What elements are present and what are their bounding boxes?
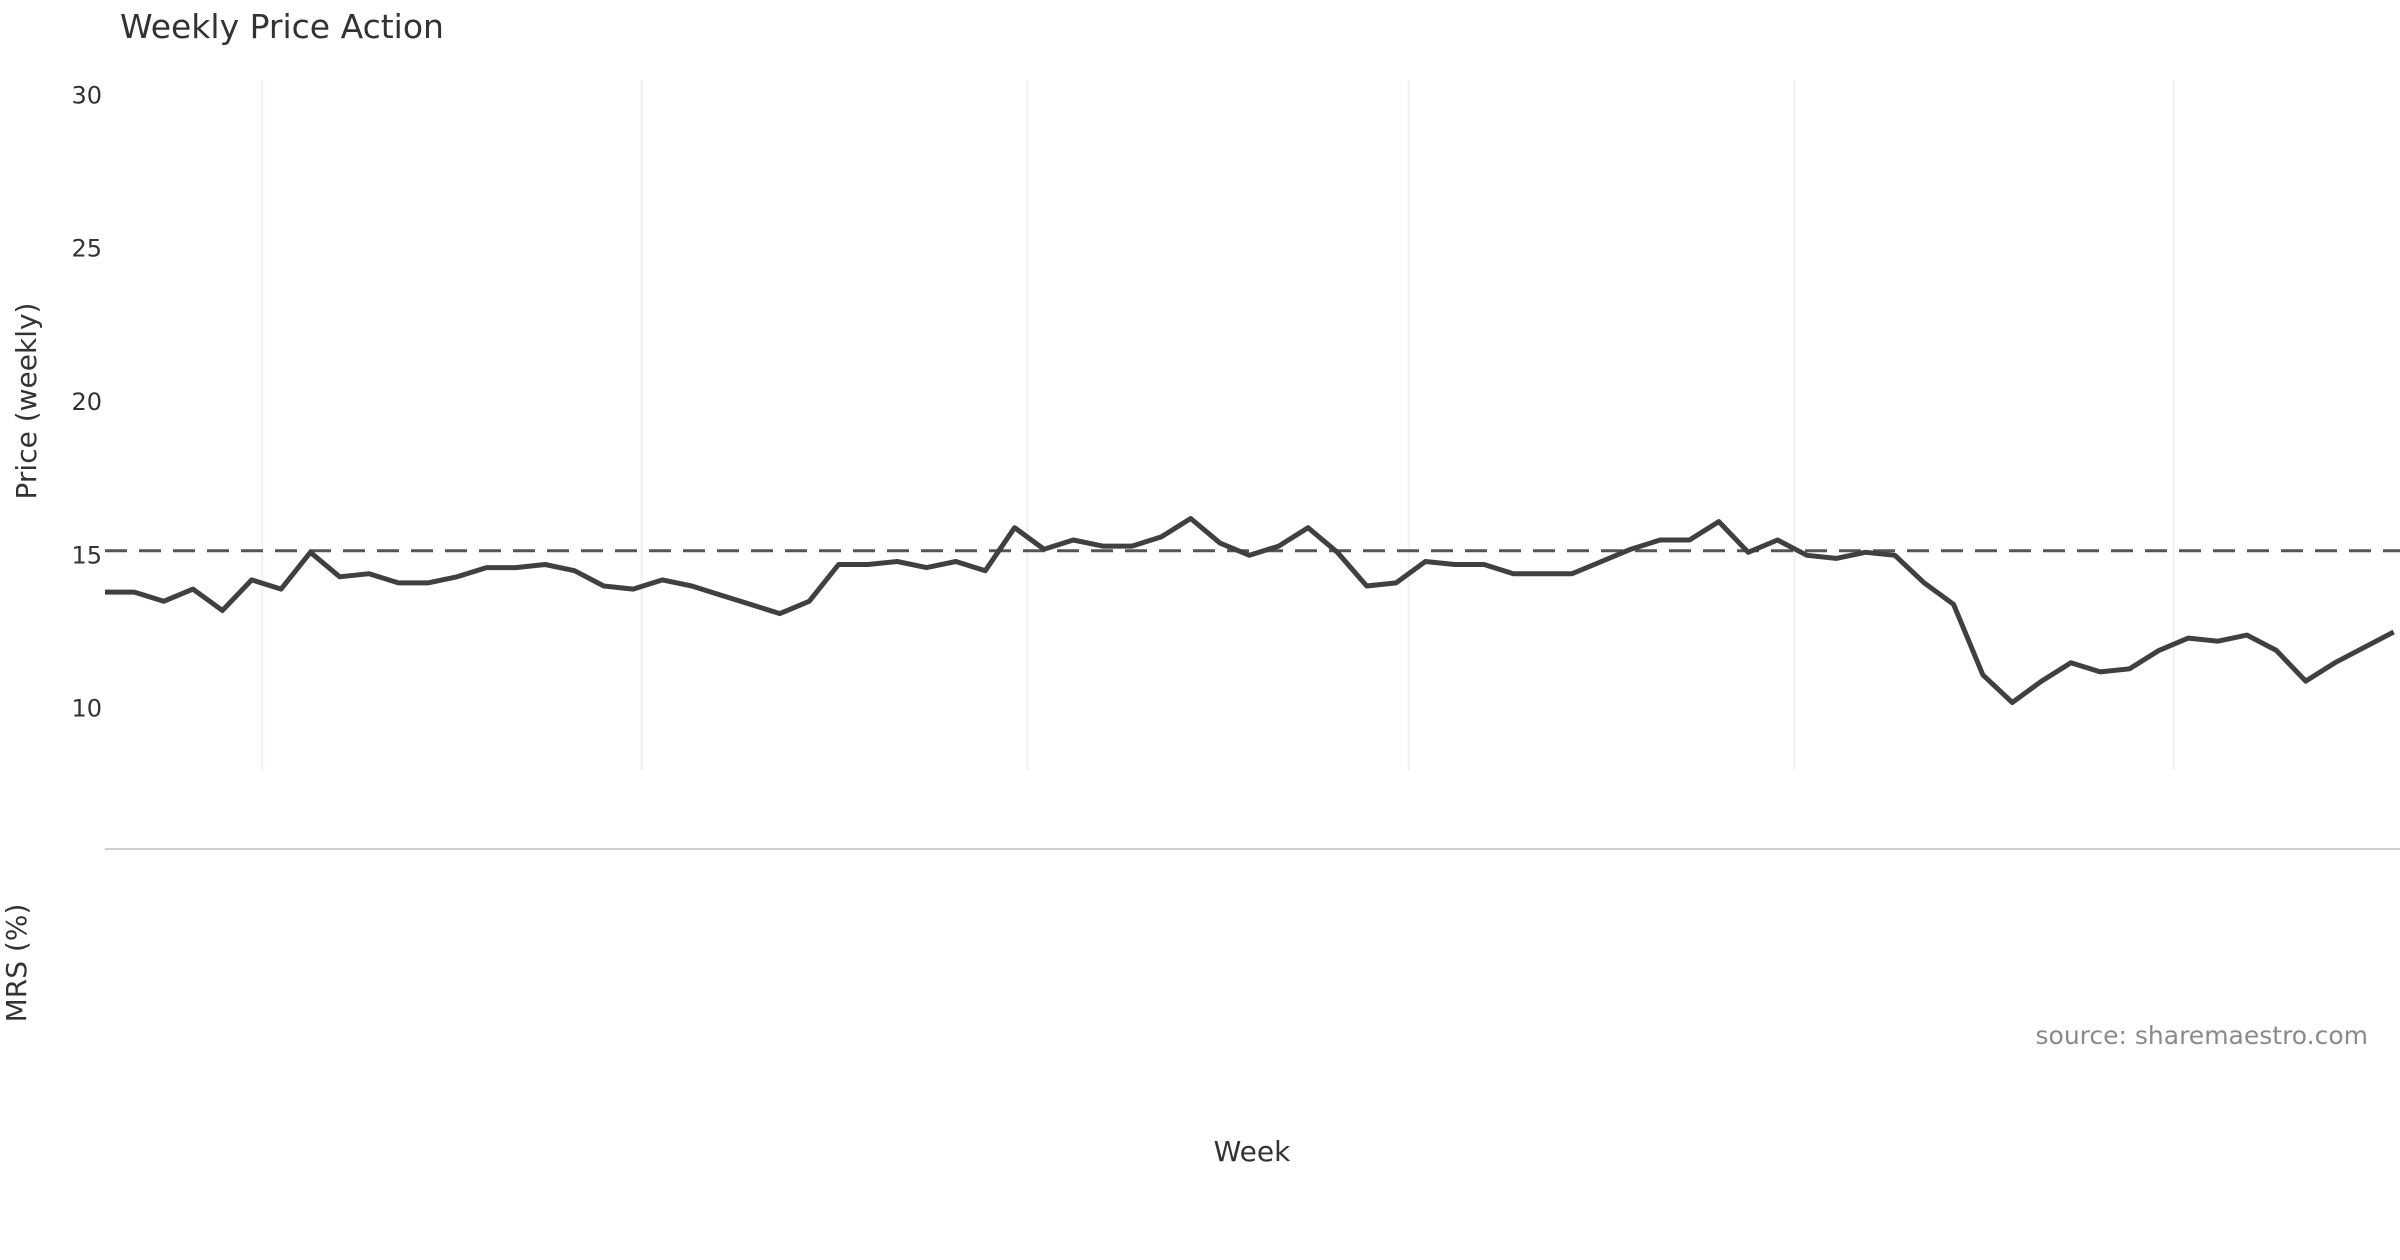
price-y-tick: 10 bbox=[71, 695, 102, 723]
price-y-ticks: 10 15 20 25 30 bbox=[71, 81, 102, 722]
source-note: source: sharemaestro.com bbox=[2036, 1021, 2369, 1050]
price-y-tick: 30 bbox=[71, 81, 102, 109]
price-y-tick: 15 bbox=[71, 541, 102, 569]
price-panel: 10 15 20 25 30 Price (weekly) bbox=[10, 80, 2400, 770]
price-grid bbox=[261, 80, 2175, 770]
price-y-axis-label: Price (weekly) bbox=[10, 303, 43, 500]
mrs-panel: MRS (%) source: sharemaestro.com bbox=[0, 904, 2368, 1050]
price-y-tick: 25 bbox=[71, 235, 102, 263]
chart-title: Weekly Price Action bbox=[120, 7, 444, 46]
weekly-close-line bbox=[105, 516, 2395, 705]
mrs-y-axis-label: MRS (%) bbox=[0, 904, 33, 1023]
price-y-tick: 20 bbox=[71, 388, 102, 416]
x-axis-label: Week bbox=[1214, 1135, 1291, 1168]
